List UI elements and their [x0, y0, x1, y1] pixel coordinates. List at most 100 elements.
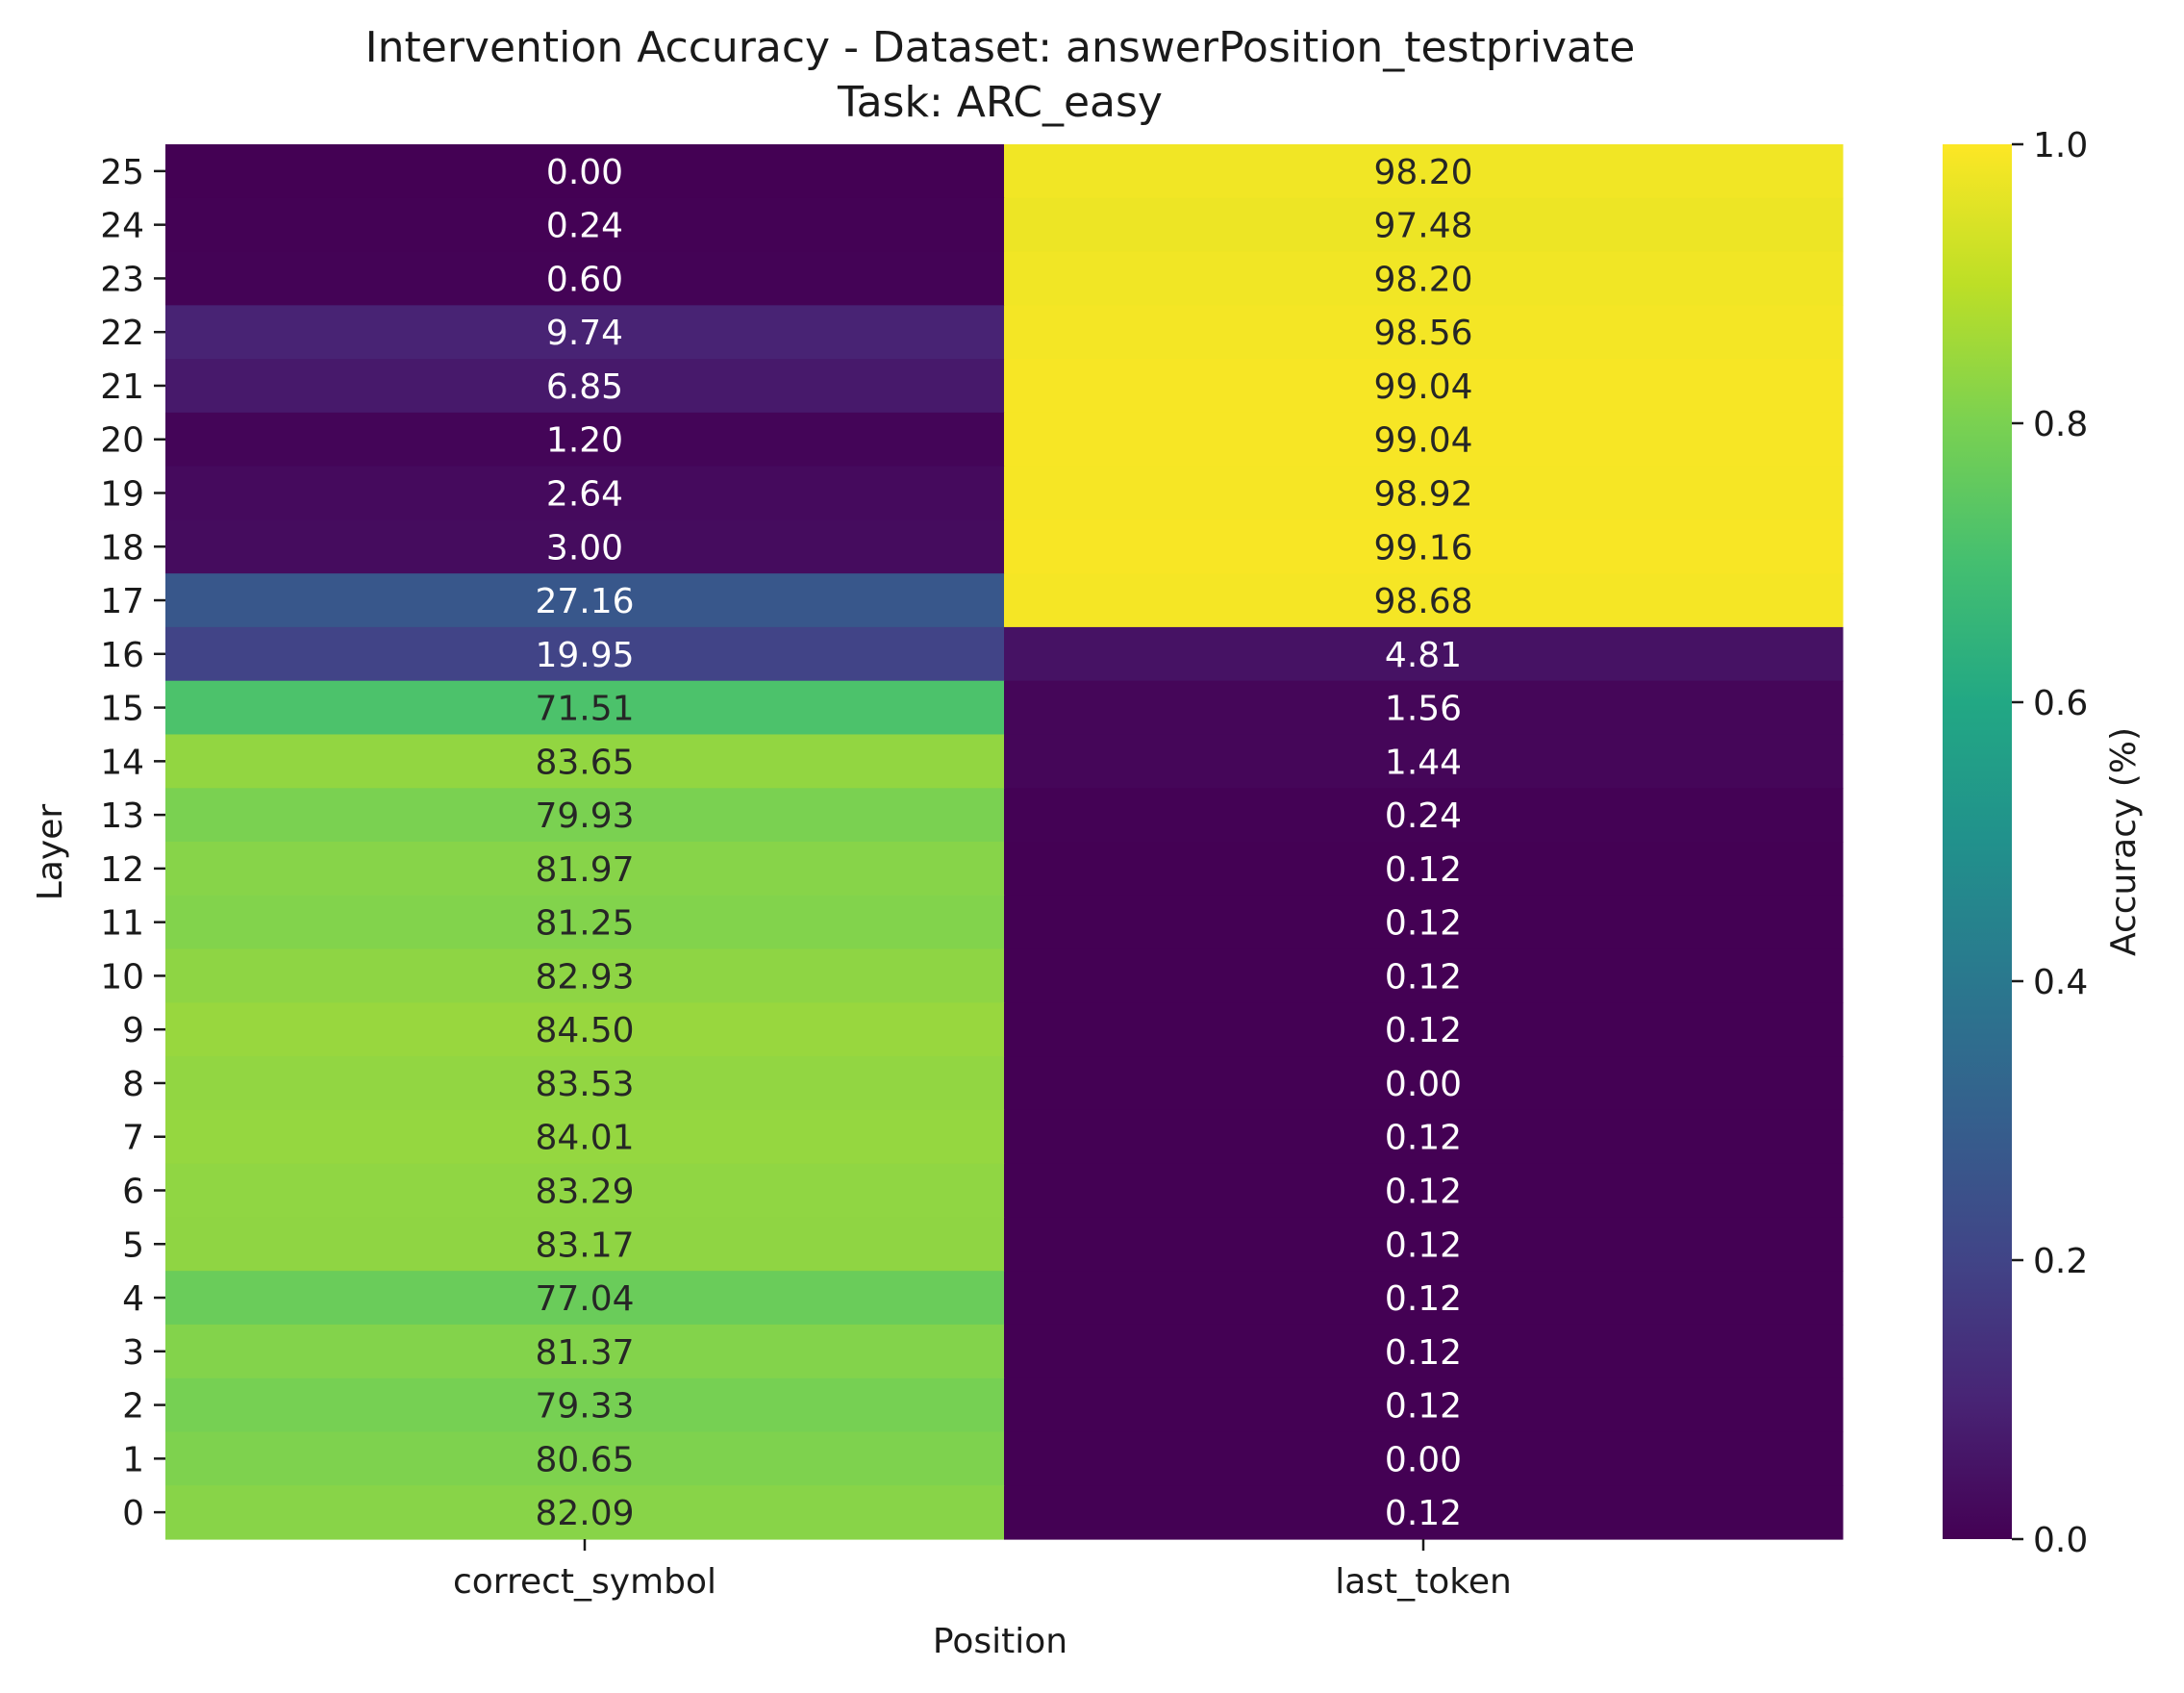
- cell-value-label: 83.53: [535, 1065, 634, 1104]
- heatmap-cell: [1004, 1056, 1844, 1111]
- y-tick-label: 25: [100, 153, 144, 192]
- cell-value-label: 0.24: [1385, 796, 1462, 836]
- heatmap-cell: [165, 948, 1005, 1003]
- heatmap-cell: [165, 1109, 1005, 1165]
- y-axis: 2524232221201918171615141312111098765432…: [100, 153, 165, 1533]
- cell-value-label: 19.95: [535, 636, 634, 675]
- cell-value-label: 81.97: [535, 850, 634, 890]
- heatmap-cell: [1004, 1002, 1844, 1057]
- cell-value-label: 79.93: [535, 796, 634, 836]
- y-tick-label: 7: [122, 1119, 144, 1158]
- y-tick-label: 5: [122, 1226, 144, 1265]
- heatmap-cell: [1004, 1485, 1844, 1540]
- heatmap-cell: [1004, 1109, 1844, 1165]
- y-tick-label: 4: [122, 1279, 144, 1319]
- y-tick-label: 6: [122, 1173, 144, 1212]
- y-tick-label: 15: [100, 690, 144, 729]
- cell-value-label: 0.12: [1385, 957, 1462, 997]
- cell-value-label: 0.12: [1385, 1011, 1462, 1050]
- cell-value-label: 1.44: [1385, 743, 1462, 782]
- y-tick-label: 1: [122, 1440, 144, 1479]
- cell-value-label: 4.81: [1385, 636, 1462, 675]
- heatmap-cell: [165, 359, 1005, 414]
- cell-value-label: 77.04: [535, 1279, 634, 1319]
- cell-value-label: 0.12: [1385, 850, 1462, 890]
- colorbar-tick-label: 0.8: [2033, 405, 2088, 444]
- heatmap-cell: [165, 788, 1005, 843]
- cell-value-label: 0.12: [1385, 1387, 1462, 1427]
- cell-value-label: 0.12: [1385, 1226, 1462, 1265]
- cell-value-label: 83.17: [535, 1226, 634, 1265]
- colorbar: [1943, 144, 2012, 1539]
- x-axis: correct_symbol last_token: [453, 1539, 1512, 1602]
- y-tick-label: 13: [100, 796, 144, 836]
- cell-value-label: 0.24: [546, 207, 623, 246]
- heatmap-cell: [165, 734, 1005, 789]
- cell-value-label: 2.64: [546, 475, 623, 515]
- colorbar-tick-label: 0.0: [2033, 1521, 2088, 1560]
- y-tick-label: 11: [100, 904, 144, 944]
- heatmap-cell: [1004, 359, 1844, 414]
- cell-value-label: 84.50: [535, 1011, 634, 1050]
- heatmap-cell: [165, 519, 1005, 574]
- cell-value-label: 83.29: [535, 1173, 634, 1212]
- heatmap-cell: [165, 895, 1005, 950]
- cell-value-label: 0.12: [1385, 1333, 1462, 1373]
- cell-value-label: 71.51: [535, 690, 634, 729]
- y-axis-label: Layer: [31, 804, 70, 901]
- cell-value-label: 0.12: [1385, 1173, 1462, 1212]
- colorbar-tick-label: 0.6: [2033, 684, 2088, 723]
- heatmap-cell: [165, 1163, 1005, 1218]
- heatmap-cell: [1004, 466, 1844, 520]
- cell-value-label: 27.16: [535, 582, 634, 621]
- cell-value-label: 82.93: [535, 957, 634, 997]
- heatmap-cell: [165, 144, 1005, 199]
- chart-title: Intervention Accuracy - Dataset: answerP…: [365, 23, 1636, 72]
- cell-value-label: 0.00: [1385, 1440, 1462, 1479]
- cell-value-label: 0.12: [1385, 1279, 1462, 1319]
- y-tick-label: 24: [100, 207, 144, 246]
- y-tick-label: 3: [122, 1333, 144, 1373]
- heatmap-cell: [165, 626, 1005, 682]
- heatmap-cell: [1004, 948, 1844, 1003]
- colorbar-tick-label: 0.4: [2033, 963, 2088, 1002]
- heatmap-cell: [1004, 573, 1844, 628]
- cell-value-label: 79.33: [535, 1387, 634, 1427]
- heatmap-cell: [1004, 1377, 1844, 1433]
- cell-value-label: 1.20: [546, 421, 623, 461]
- cell-value-label: 98.56: [1373, 314, 1472, 353]
- colorbar-tick-label: 0.2: [2033, 1242, 2088, 1281]
- cell-value-label: 98.68: [1373, 582, 1472, 621]
- heatmap-cell: [1004, 895, 1844, 950]
- cell-value-label: 3.00: [546, 528, 623, 568]
- heatmap-cell: [165, 1431, 1005, 1486]
- cell-value-label: 0.12: [1385, 1119, 1462, 1158]
- y-tick-label: 16: [100, 636, 144, 675]
- y-tick-label: 23: [100, 260, 144, 299]
- heatmap-cell: [1004, 734, 1844, 789]
- cell-value-label: 0.60: [546, 260, 623, 299]
- heatmap-cell: [1004, 251, 1844, 306]
- heatmap-cell: [165, 1217, 1005, 1272]
- cell-value-label: 98.20: [1373, 153, 1472, 192]
- heatmap-cells: [165, 144, 1844, 1540]
- cell-value-label: 97.48: [1373, 207, 1472, 246]
- y-tick-label: 14: [100, 743, 144, 782]
- y-tick-label: 12: [100, 850, 144, 890]
- cell-value-label: 81.25: [535, 904, 634, 944]
- heatmap-cell: [1004, 519, 1844, 574]
- y-tick-label: 18: [100, 528, 144, 568]
- heatmap-cell: [1004, 1271, 1844, 1326]
- heatmap-cell: [1004, 412, 1844, 467]
- heatmap-cell: [165, 305, 1005, 360]
- chart-subtitle: Task: ARC_easy: [837, 78, 1163, 127]
- cell-value-label: 81.37: [535, 1333, 634, 1373]
- heatmap-cell: [165, 1271, 1005, 1326]
- cell-value-label: 0.12: [1385, 904, 1462, 944]
- cell-value-label: 6.85: [546, 367, 623, 407]
- heatmap-cell: [165, 251, 1005, 306]
- y-tick-label: 9: [122, 1011, 144, 1050]
- y-tick-label: 19: [100, 475, 144, 515]
- cell-value-label: 0.00: [1385, 1065, 1462, 1104]
- cell-value-label: 98.20: [1373, 260, 1472, 299]
